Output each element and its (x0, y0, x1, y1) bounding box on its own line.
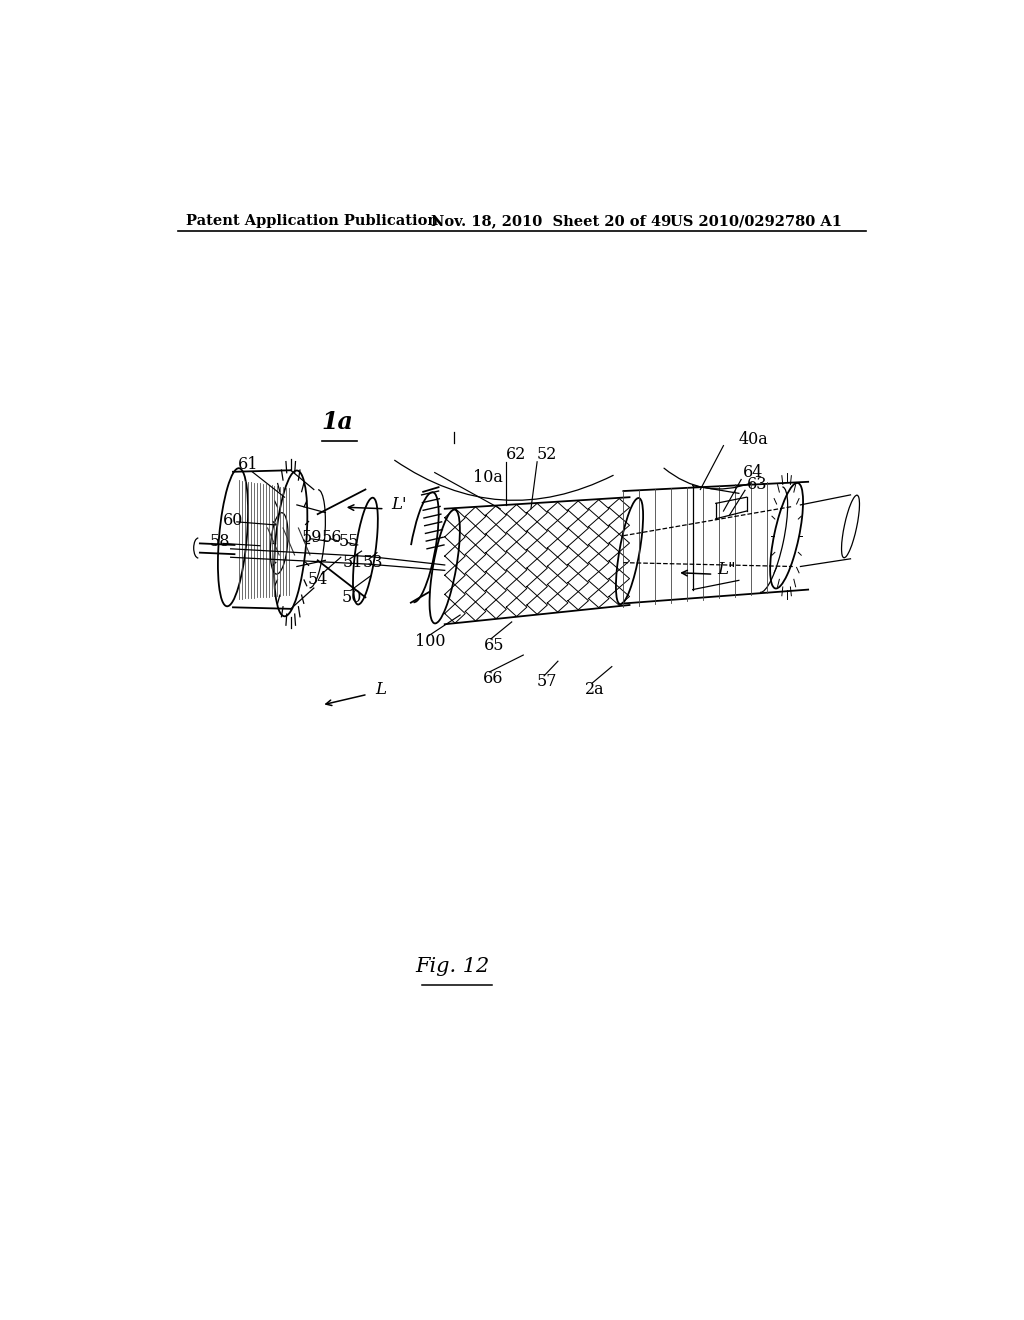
Text: 66: 66 (482, 671, 503, 688)
Text: 64: 64 (742, 465, 763, 480)
Text: 100: 100 (416, 634, 446, 651)
Text: 65: 65 (484, 636, 505, 653)
Text: 58: 58 (210, 533, 230, 550)
Text: 50: 50 (342, 589, 361, 606)
Text: Fig. 12: Fig. 12 (416, 957, 489, 977)
Text: 54: 54 (307, 572, 328, 589)
Text: 1a: 1a (322, 411, 353, 434)
Text: 52: 52 (538, 446, 557, 463)
Text: 2a: 2a (585, 681, 604, 698)
Text: Patent Application Publication: Patent Application Publication (186, 214, 438, 228)
Text: 62: 62 (506, 446, 526, 463)
Text: L': L' (391, 496, 407, 513)
Text: 59: 59 (301, 529, 322, 545)
Text: L": L" (717, 561, 736, 578)
Text: 10a: 10a (473, 470, 503, 487)
Text: L: L (376, 681, 386, 698)
Text: 55: 55 (339, 532, 359, 549)
Text: 40a: 40a (739, 430, 769, 447)
Text: Nov. 18, 2010  Sheet 20 of 49: Nov. 18, 2010 Sheet 20 of 49 (431, 214, 671, 228)
Text: 57: 57 (537, 673, 557, 690)
Text: 53: 53 (364, 554, 384, 572)
Text: 60: 60 (223, 512, 244, 529)
Text: 61: 61 (239, 455, 259, 473)
Text: 51: 51 (342, 554, 362, 572)
Text: 63: 63 (746, 475, 767, 492)
Text: 56: 56 (322, 529, 342, 545)
Text: US 2010/0292780 A1: US 2010/0292780 A1 (670, 214, 842, 228)
